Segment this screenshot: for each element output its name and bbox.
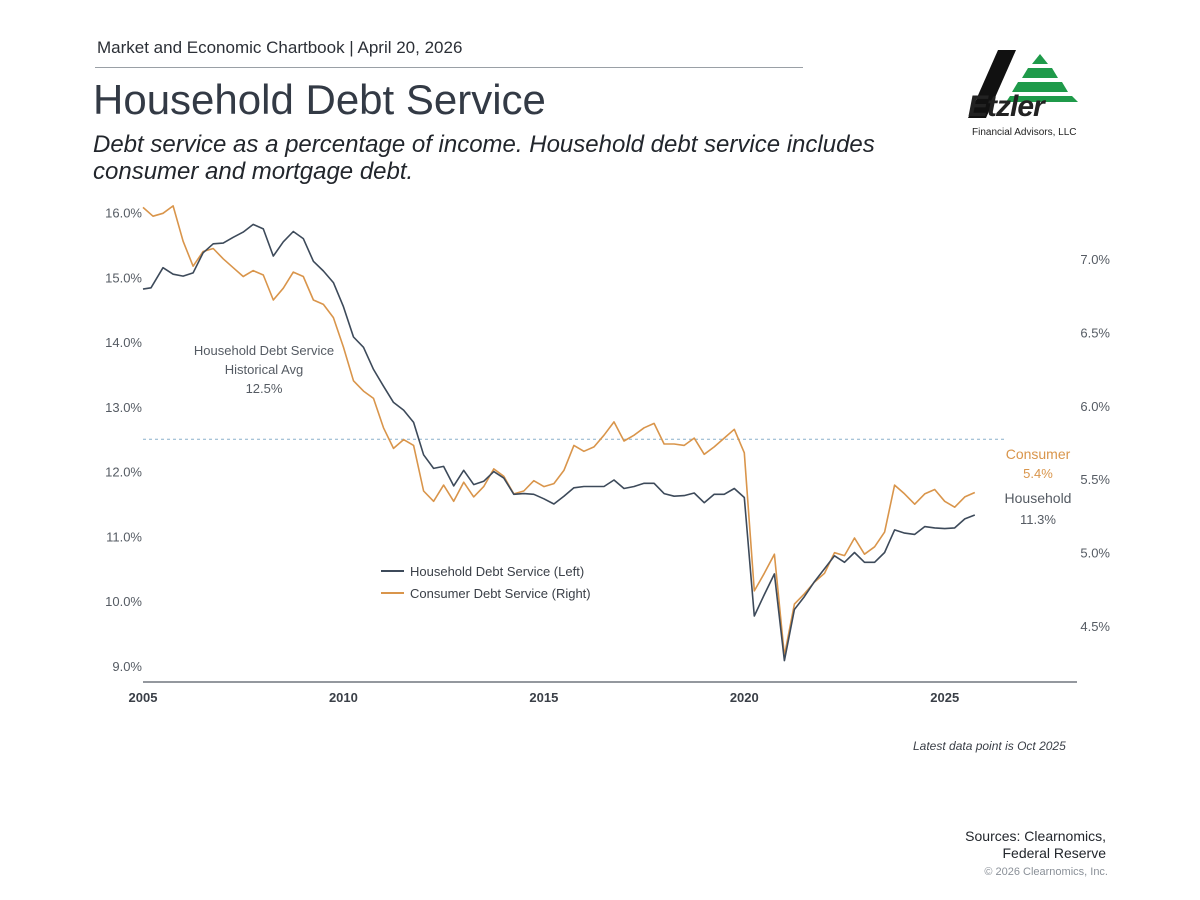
sources-line-1: Sources: Clearnomics, [965, 828, 1106, 844]
latest-data-note: Latest data point is Oct 2025 [913, 739, 1066, 753]
y-right-tick-label: 6.0% [1080, 399, 1110, 414]
page-title: Household Debt Service [93, 76, 546, 123]
historical-avg-label: Household Debt Service [194, 343, 334, 358]
y-left-tick-label: 11.0% [106, 529, 142, 544]
consumer-end-value: 5.4% [1023, 466, 1053, 481]
header-divider [95, 67, 803, 68]
sources-note: Sources: Clearnomics, Federal Reserve [965, 828, 1106, 862]
etzler-logo-icon [968, 50, 1078, 118]
x-tick-label: 2025 [930, 690, 959, 705]
y-right-tick-label: 6.5% [1080, 325, 1110, 340]
y-right-tick-label: 5.5% [1080, 472, 1110, 487]
page-subtitle: Debt service as a percentage of income. … [93, 131, 875, 185]
y-left-tick-label: 9.0% [112, 659, 142, 674]
legend-household-label: Household Debt Service (Left) [410, 564, 584, 579]
y-left-tick-label: 15.0% [105, 270, 142, 285]
household-end-label: Household [1005, 490, 1072, 506]
x-tick-label: 2015 [529, 690, 558, 705]
legend-consumer-label: Consumer Debt Service (Right) [410, 586, 591, 601]
x-tick-label: 2020 [730, 690, 759, 705]
y-left-tick-label: 13.0% [105, 400, 142, 415]
household-series-line [142, 223, 976, 662]
logo-wordmark: Etzler [968, 90, 1045, 123]
y-left-tick-label: 14.0% [105, 335, 142, 350]
x-tick-label: 2010 [329, 690, 358, 705]
household-end-value: 11.3% [1020, 512, 1056, 527]
y-right-tick-label: 5.0% [1080, 546, 1110, 561]
historical-avg-label: Historical Avg [225, 362, 304, 377]
x-tick-label: 2005 [129, 690, 158, 705]
consumer-end-label: Consumer [1006, 446, 1071, 462]
historical-avg-label: 12.5% [246, 381, 283, 396]
chartbook-header: Market and Economic Chartbook | April 20… [97, 38, 463, 57]
sources-line-2: Federal Reserve [1002, 845, 1107, 861]
y-left-tick-label: 16.0% [105, 206, 142, 221]
consumer-series-line [142, 205, 976, 657]
copyright-note: © 2026 Clearnomics, Inc. [984, 866, 1108, 878]
y-left-tick-label: 12.0% [105, 465, 142, 480]
y-left-tick-label: 10.0% [105, 594, 142, 609]
y-right-tick-label: 4.5% [1080, 619, 1110, 634]
y-right-tick-label: 7.0% [1080, 252, 1110, 267]
logo-tagline: Financial Advisors, LLC [972, 127, 1077, 138]
